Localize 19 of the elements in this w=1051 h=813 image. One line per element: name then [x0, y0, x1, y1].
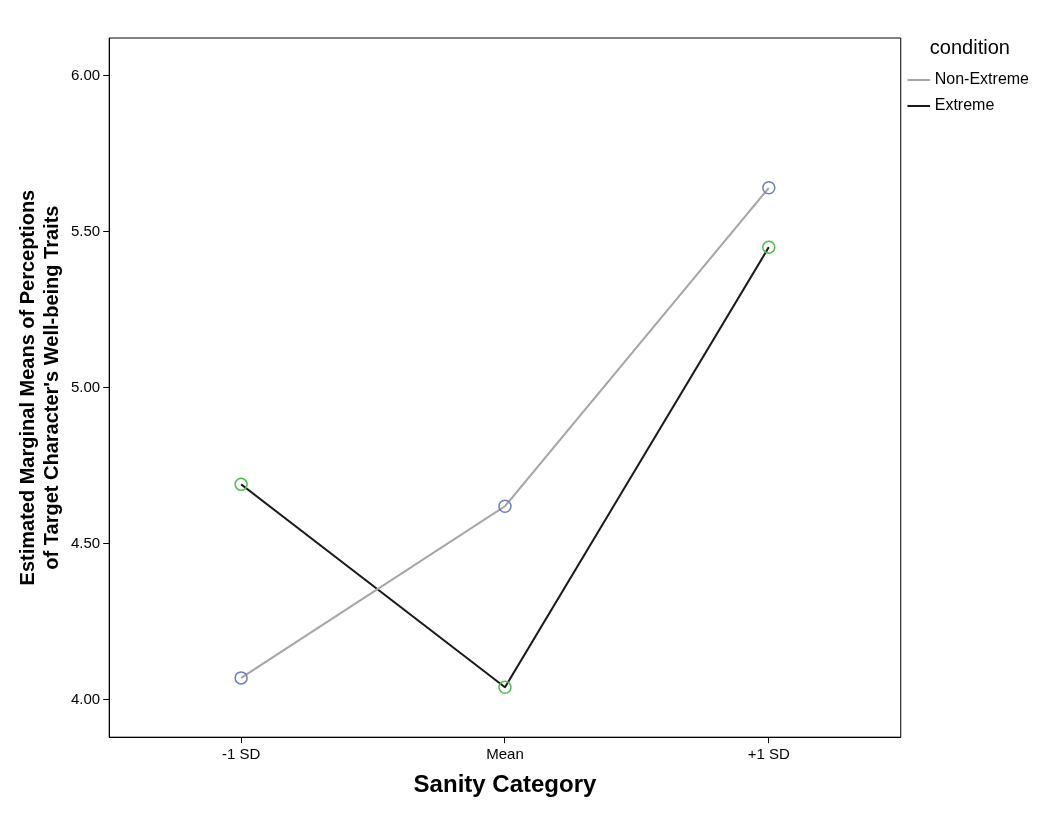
- legend-title: condition: [929, 35, 1010, 58]
- point: [498, 680, 512, 695]
- point: [234, 477, 248, 492]
- y-tick-label: 6.00: [70, 65, 101, 83]
- point: [234, 671, 248, 685]
- x-tick-label: -1 SD: [221, 745, 261, 763]
- x-tick-label: Mean: [486, 745, 524, 763]
- point: [762, 240, 776, 254]
- x-axis-title: Sanity Category: [413, 770, 597, 798]
- legend-label: Extreme: [934, 96, 995, 114]
- point: [498, 499, 512, 513]
- y-tick-label: 5.50: [70, 221, 101, 239]
- y-tick-label: 4.50: [70, 533, 101, 551]
- y-tick-label: 4.00: [70, 689, 101, 707]
- point: [762, 181, 776, 195]
- y-tick-label: 5.00: [70, 377, 101, 395]
- x-tick-label: +1 SD: [747, 745, 791, 763]
- legend-label: Non-Extreme: [934, 70, 1030, 88]
- y-axis-title: Estimated Marginal Means of Perceptions of Target Character's Well-being Traits: [15, 189, 62, 586]
